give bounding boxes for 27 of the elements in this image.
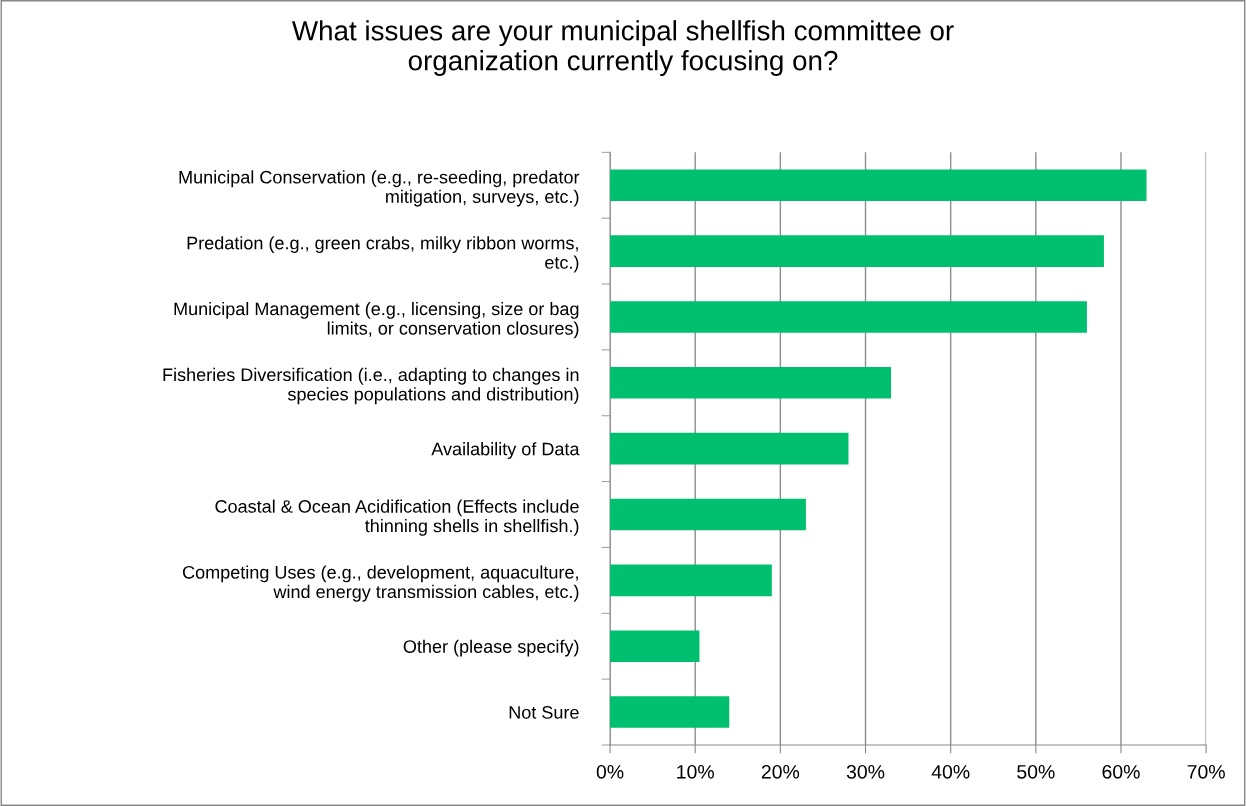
bar bbox=[610, 169, 1147, 202]
y-tick-label: Fisheries Diversification (i.e., adapting to changes in species populations and distribution) bbox=[163, 367, 579, 405]
x-tick-label: 20% bbox=[761, 764, 800, 779]
y-tick-label: Availability of Data bbox=[431, 442, 580, 459]
x-tick-label: 0% bbox=[596, 764, 624, 779]
bar bbox=[610, 696, 730, 728]
y-tick-label: Municipal Conservation (e.g., re-seeding, predator mitigation, surveys, etc.) bbox=[179, 170, 580, 207]
x-tick-label: 10% bbox=[677, 764, 714, 779]
bar bbox=[610, 498, 806, 531]
x-tick-label: 60% bbox=[1102, 764, 1140, 779]
y-tick-label: Predation (e.g., green crabs, milky ribbon worms, etc.) bbox=[187, 236, 579, 273]
y-tick-label: Coastal & Ocean Acidification (Effects include thinning shells in shellfish.) bbox=[215, 499, 579, 536]
bar bbox=[610, 630, 700, 663]
bar bbox=[610, 235, 1104, 267]
x-tick-label: 50% bbox=[1017, 764, 1055, 779]
bar bbox=[610, 564, 772, 597]
y-tick-label: Not Sure bbox=[509, 706, 579, 719]
bar bbox=[610, 301, 1087, 333]
x-tick-label: 40% bbox=[931, 764, 970, 779]
bar bbox=[610, 367, 892, 399]
bar bbox=[610, 432, 849, 465]
x-tick-label: 70% bbox=[1187, 764, 1225, 779]
y-tick-label: Other (please specify) bbox=[403, 639, 579, 657]
y-tick-label: Municipal Management (e.g., licensing, size or bag limits, or conservation closures) bbox=[174, 302, 579, 339]
x-tick-label: 30% bbox=[846, 764, 885, 779]
chart-title: What issues are your municipal shellfish committee or organization currently focusing on? bbox=[292, 20, 954, 76]
y-tick-label: Competing Uses (e.g., development, aquaculture, wind energy transmission cables, etc.) bbox=[182, 565, 579, 602]
